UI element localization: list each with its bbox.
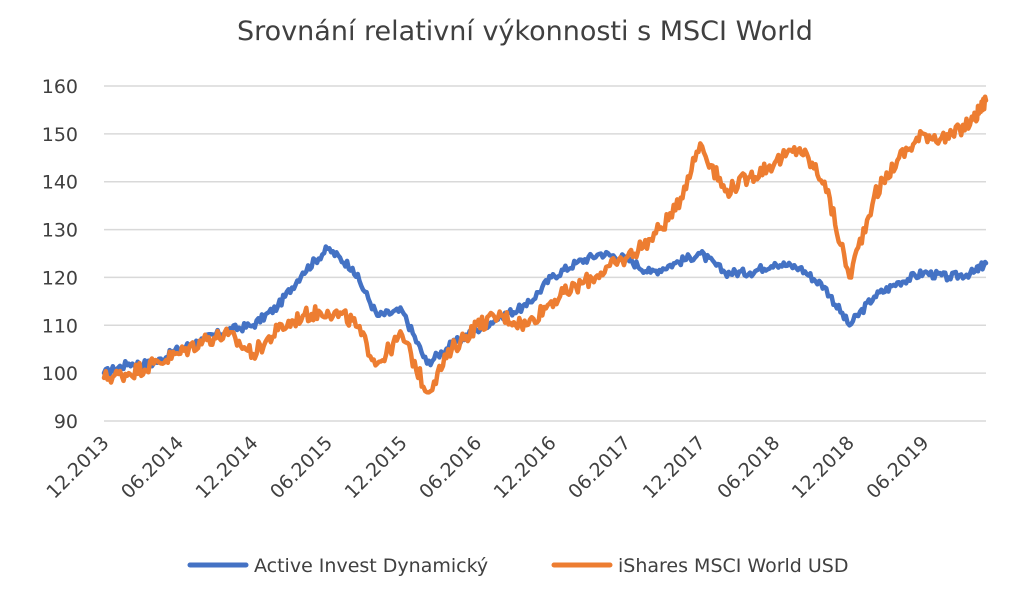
y-tick-label: 130 xyxy=(42,220,78,242)
x-tick-label: 12.2016 xyxy=(490,432,561,503)
chart-title: Srovnání relativní výkonnosti s MSCI Wor… xyxy=(237,16,813,47)
legend: Active Invest Dynamický iShares MSCI Worl… xyxy=(187,555,849,577)
x-axis-tick-labels: 12.2013 06.2014 12.2014 06.2015 12.2015 06.20… xyxy=(42,432,933,503)
x-tick-label: 06.2018 xyxy=(713,432,784,503)
x-tick-label: 06.2016 xyxy=(415,432,486,503)
y-axis-tick-labels: 90 100 110 120 130 140 150 160 xyxy=(42,76,78,433)
x-tick-label: 06.2017 xyxy=(564,432,635,503)
y-tick-label: 160 xyxy=(42,76,78,98)
x-tick-label: 12.2017 xyxy=(639,432,710,503)
legend-label-1: Active Invest Dynamický xyxy=(254,555,488,577)
legend-label-2: iShares MSCI World USD xyxy=(618,555,849,577)
y-tick-label: 100 xyxy=(42,363,78,385)
y-tick-label: 150 xyxy=(42,124,78,146)
x-tick-label: 12.2014 xyxy=(191,432,262,503)
x-tick-label: 12.2018 xyxy=(788,432,859,503)
series-line-1 xyxy=(101,244,989,378)
y-tick-label: 90 xyxy=(54,411,78,433)
series-lines xyxy=(101,94,989,395)
y-tick-label: 140 xyxy=(42,172,78,194)
x-tick-label: 12.2015 xyxy=(341,432,412,503)
y-tick-label: 110 xyxy=(42,315,78,337)
x-tick-label: 06.2019 xyxy=(862,432,933,503)
x-tick-label: 12.2013 xyxy=(42,432,113,503)
x-tick-label: 06.2014 xyxy=(117,432,188,503)
x-tick-label: 06.2015 xyxy=(266,432,337,503)
series-line-2 xyxy=(101,94,989,395)
y-tick-label: 120 xyxy=(42,267,78,289)
